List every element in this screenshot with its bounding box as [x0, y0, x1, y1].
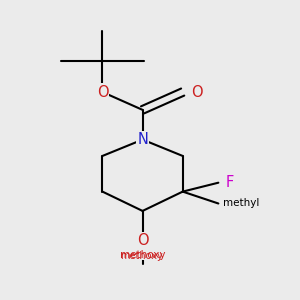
- Text: O: O: [192, 85, 203, 100]
- Text: methoxy: methoxy: [120, 251, 163, 262]
- Text: O: O: [137, 233, 148, 248]
- Text: O: O: [97, 85, 108, 100]
- Text: methyl: methyl: [223, 199, 259, 208]
- Text: F: F: [226, 175, 234, 190]
- Text: methoxy: methoxy: [120, 250, 165, 260]
- Text: N: N: [137, 132, 148, 147]
